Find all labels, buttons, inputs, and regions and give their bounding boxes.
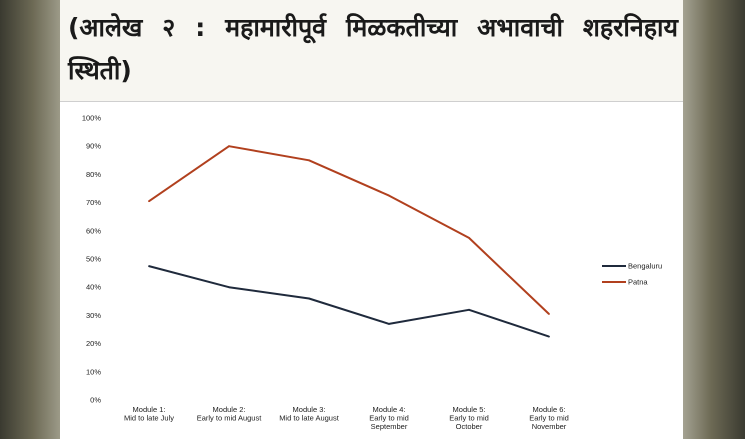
data-point-patna bbox=[308, 159, 310, 162]
background-left-edge bbox=[0, 0, 60, 439]
data-point-patna bbox=[388, 194, 390, 197]
y-tick-label: 90% bbox=[86, 142, 101, 151]
data-point-bengaluru bbox=[548, 335, 550, 338]
data-point-bengaluru bbox=[228, 286, 230, 289]
x-category-label: Module 3: Mid to late August bbox=[279, 405, 340, 423]
y-tick-label: 10% bbox=[86, 367, 101, 376]
data-point-patna bbox=[228, 145, 230, 148]
y-tick-label: 0% bbox=[90, 396, 101, 405]
line-chart: 0% 10% 20% 30% 40% 50% 60% 70% 80% 90% 100% Module … bbox=[82, 114, 662, 432]
series-line-patna bbox=[148, 145, 550, 315]
y-tick-label: 50% bbox=[86, 255, 101, 264]
y-tick-label: 70% bbox=[86, 198, 101, 207]
y-tick-label: 20% bbox=[86, 339, 101, 348]
page: (आलेख २ : महामारीपूर्व मिळकतीच्या अभावाच… bbox=[60, 0, 683, 440]
data-point-bengaluru bbox=[148, 265, 150, 267]
data-point-bengaluru bbox=[468, 308, 470, 311]
y-tick-label: 60% bbox=[86, 226, 101, 235]
data-point-patna bbox=[148, 200, 150, 203]
data-point-patna bbox=[548, 313, 550, 315]
data-point-bengaluru bbox=[308, 297, 310, 300]
y-tick-label: 40% bbox=[86, 283, 101, 292]
x-category-label: Module 1: Mid to late July bbox=[124, 405, 174, 423]
y-tick-label: 100% bbox=[82, 114, 102, 123]
x-category-label: Module 2: Early to mid August bbox=[197, 405, 263, 423]
background-right-edge bbox=[683, 0, 745, 439]
legend-label-bengaluru: Bengaluru bbox=[628, 262, 662, 271]
legend-label-patna: Patna bbox=[628, 278, 648, 287]
y-tick-label: 80% bbox=[86, 170, 101, 179]
chart-area: 0% 10% 20% 30% 40% 50% 60% 70% 80% 90% 100% Module … bbox=[60, 101, 683, 440]
x-category-label: Module 6: Early to mid November bbox=[529, 405, 569, 431]
x-category-label: Module 5: Early to mid October bbox=[449, 405, 489, 431]
chart-title: (आलेख २ : महामारीपूर्व मिळकतीच्या अभावाच… bbox=[68, 13, 678, 85]
data-point-patna bbox=[468, 237, 470, 239]
data-point-bengaluru bbox=[388, 323, 390, 325]
series-line-bengaluru bbox=[148, 265, 550, 338]
y-tick-label: 30% bbox=[86, 311, 101, 320]
x-category-label: Module 4: Early to mid September bbox=[369, 405, 409, 431]
